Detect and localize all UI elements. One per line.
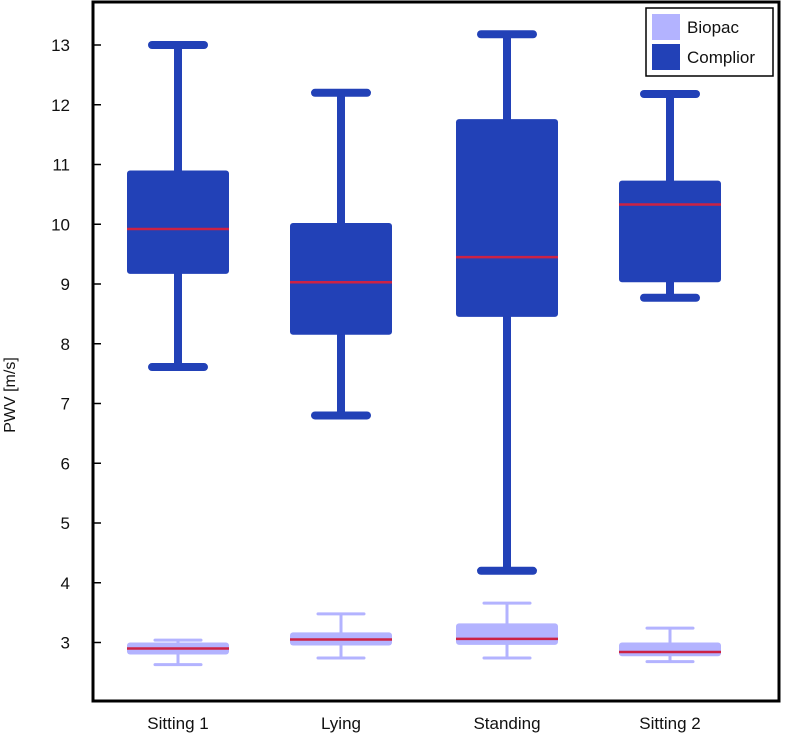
y-tick-label-5: 5 — [61, 514, 70, 533]
y-axis-ticks: 3 4 5 6 7 8 9 10 11 12 13 — [51, 36, 101, 653]
y-tick-label-8: 8 — [61, 335, 70, 354]
legend-label-complior: Complior — [687, 48, 755, 67]
y-tick-label-11: 11 — [52, 156, 70, 175]
biopac-iqr-box-2 — [456, 623, 558, 645]
complior-box-0 — [127, 41, 229, 372]
legend-swatch-complior — [652, 44, 680, 70]
x-category-label-1: Lying — [321, 714, 361, 733]
y-tick-label-4: 4 — [61, 574, 70, 593]
biopac-box-1 — [290, 612, 392, 660]
x-category-label-3: Sitting 2 — [639, 714, 700, 733]
complior-iqr-box-2 — [456, 119, 558, 317]
complior-iqr-box-0 — [127, 170, 229, 274]
box-series — [127, 30, 721, 667]
x-category-label-0: Sitting 1 — [147, 714, 208, 733]
complior-box-2 — [456, 30, 558, 575]
plot-frame — [91, 0, 781, 703]
y-tick-label-6: 6 — [61, 454, 70, 473]
legend: Biopac Complior — [645, 7, 774, 77]
complior-box-3 — [619, 89, 721, 302]
y-axis-title: PWV [m/s] — [2, 357, 19, 433]
complior-box-1 — [290, 88, 392, 420]
y-tick-label-3: 3 — [61, 634, 70, 653]
complior-iqr-box-3 — [619, 180, 721, 283]
biopac-iqr-box-3 — [619, 642, 721, 657]
y-tick-label-10: 10 — [51, 215, 70, 234]
y-tick-label-9: 9 — [61, 275, 70, 294]
biopac-box-2 — [456, 601, 558, 660]
x-axis-categories: Sitting 1 Lying Standing Sitting 2 — [147, 714, 700, 733]
y-tick-label-13: 13 — [51, 36, 70, 55]
legend-label-biopac: Biopac — [687, 18, 739, 37]
x-category-label-2: Standing — [473, 714, 540, 733]
legend-swatch-biopac — [652, 14, 680, 40]
biopac-box-0 — [127, 638, 229, 667]
y-tick-label-7: 7 — [61, 395, 70, 414]
biopac-box-3 — [619, 626, 721, 664]
y-tick-label-12: 12 — [51, 96, 70, 115]
complior-iqr-box-1 — [290, 223, 392, 335]
